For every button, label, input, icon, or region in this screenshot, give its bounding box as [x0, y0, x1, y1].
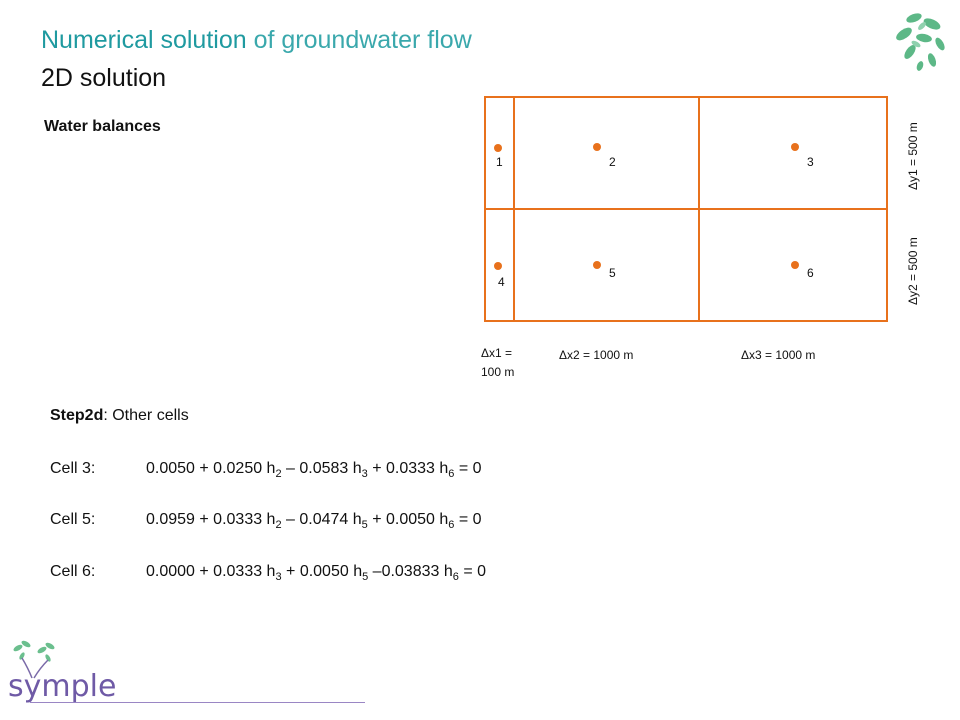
equation-term: 0.0000 + 0.0333 h: [146, 563, 276, 580]
step-text: : Other cells: [103, 407, 189, 424]
dx2-label: Δx2 = 1000 m: [559, 348, 634, 362]
title-accent: Numerical solution: [41, 26, 247, 54]
equation-term: 0.0959 + 0.0333 h: [146, 511, 276, 528]
logo-text: symple: [8, 669, 116, 704]
node-2: [593, 143, 601, 151]
step-label: Step2d: [50, 407, 104, 424]
dy2-label: Δy2 = 500 m: [906, 237, 920, 305]
dy1-label: Δy1 = 500 m: [906, 122, 920, 190]
equation-subscript: 2: [275, 468, 282, 481]
node-5: [593, 261, 601, 269]
equation-row: Cell 3: 0.0050 + 0.0250 h2 – 0.0583 h3 + …: [50, 460, 482, 480]
dx1-label-line1: Δx1 =: [481, 346, 513, 360]
dx1-label: Δx1 = 100 m: [481, 344, 514, 382]
equation-term: + 0.0050 h: [367, 511, 449, 528]
node-3: [791, 143, 799, 151]
section-heading: Water balances: [44, 118, 161, 135]
equation-term: 0.0050 + 0.0250 h: [146, 460, 276, 477]
footer-divider: [30, 702, 365, 703]
equation-expression: 0.0959 + 0.0333 h2 – 0.0474 h5 + 0.0050 …: [146, 511, 482, 532]
equation-term: –0.03833 h: [368, 563, 453, 580]
equation-subscript: 5: [361, 519, 368, 532]
equation-term: = 0: [458, 563, 487, 580]
dx3-label: Δx3 = 1000 m: [741, 348, 816, 362]
slide-subtitle: 2D solution: [41, 64, 167, 92]
equation-cell-label: Cell 3:: [50, 460, 96, 477]
equation-term: = 0: [454, 460, 482, 477]
cell-label-4: 4: [498, 275, 505, 289]
cell-label-1: 1: [496, 155, 503, 169]
equation-row: Cell 5: 0.0959 + 0.0333 h2 – 0.0474 h5 + …: [50, 511, 482, 531]
equation-term: – 0.0583 h: [281, 460, 362, 477]
node-1: [494, 144, 502, 152]
equation-expression: 0.0000 + 0.0333 h3 + 0.0050 h5 –0.03833 …: [146, 563, 487, 584]
equation-cell-label: Cell 5:: [50, 511, 96, 528]
step-heading: Step2d: Other cells: [50, 407, 189, 425]
equation-subscript: 6: [452, 571, 459, 584]
equation-subscript: 6: [448, 519, 455, 532]
node-6: [791, 261, 799, 269]
equation-subscript: 3: [361, 468, 368, 481]
title-rest: of groundwater flow: [246, 26, 472, 54]
cell-label-5: 5: [609, 266, 616, 280]
equation-term: – 0.0474 h: [281, 511, 362, 528]
slide-title: Numerical solution of groundwater flow: [41, 26, 472, 55]
equation-term: + 0.0050 h: [281, 563, 363, 580]
equation-row: Cell 6: 0.0000 + 0.0333 h3 + 0.0050 h5 –0…: [50, 563, 486, 583]
cell-label-6: 6: [807, 266, 814, 280]
equation-cell-label: Cell 6:: [50, 563, 96, 580]
equation-subscript: 5: [362, 571, 369, 584]
grid-diagram: 1 2 3 4 5 6 Δy1 = 500 m Δy2 = 500 m: [484, 96, 920, 322]
leaves-logo-icon: [896, 13, 945, 71]
node-4: [494, 262, 502, 270]
dx1-label-line2: 100 m: [481, 365, 515, 379]
equation-subscript: 2: [275, 519, 282, 532]
equation-term: + 0.0333 h: [367, 460, 449, 477]
symple-logo-icon: symple: [8, 640, 116, 704]
equation-subscript: 6: [448, 468, 455, 481]
cell-label-3: 3: [807, 155, 814, 169]
equation-term: = 0: [454, 511, 482, 528]
cell-label-2: 2: [609, 155, 616, 169]
equation-subscript: 3: [275, 571, 282, 584]
equation-expression: 0.0050 + 0.0250 h2 – 0.0583 h3 + 0.0333 …: [146, 460, 482, 481]
